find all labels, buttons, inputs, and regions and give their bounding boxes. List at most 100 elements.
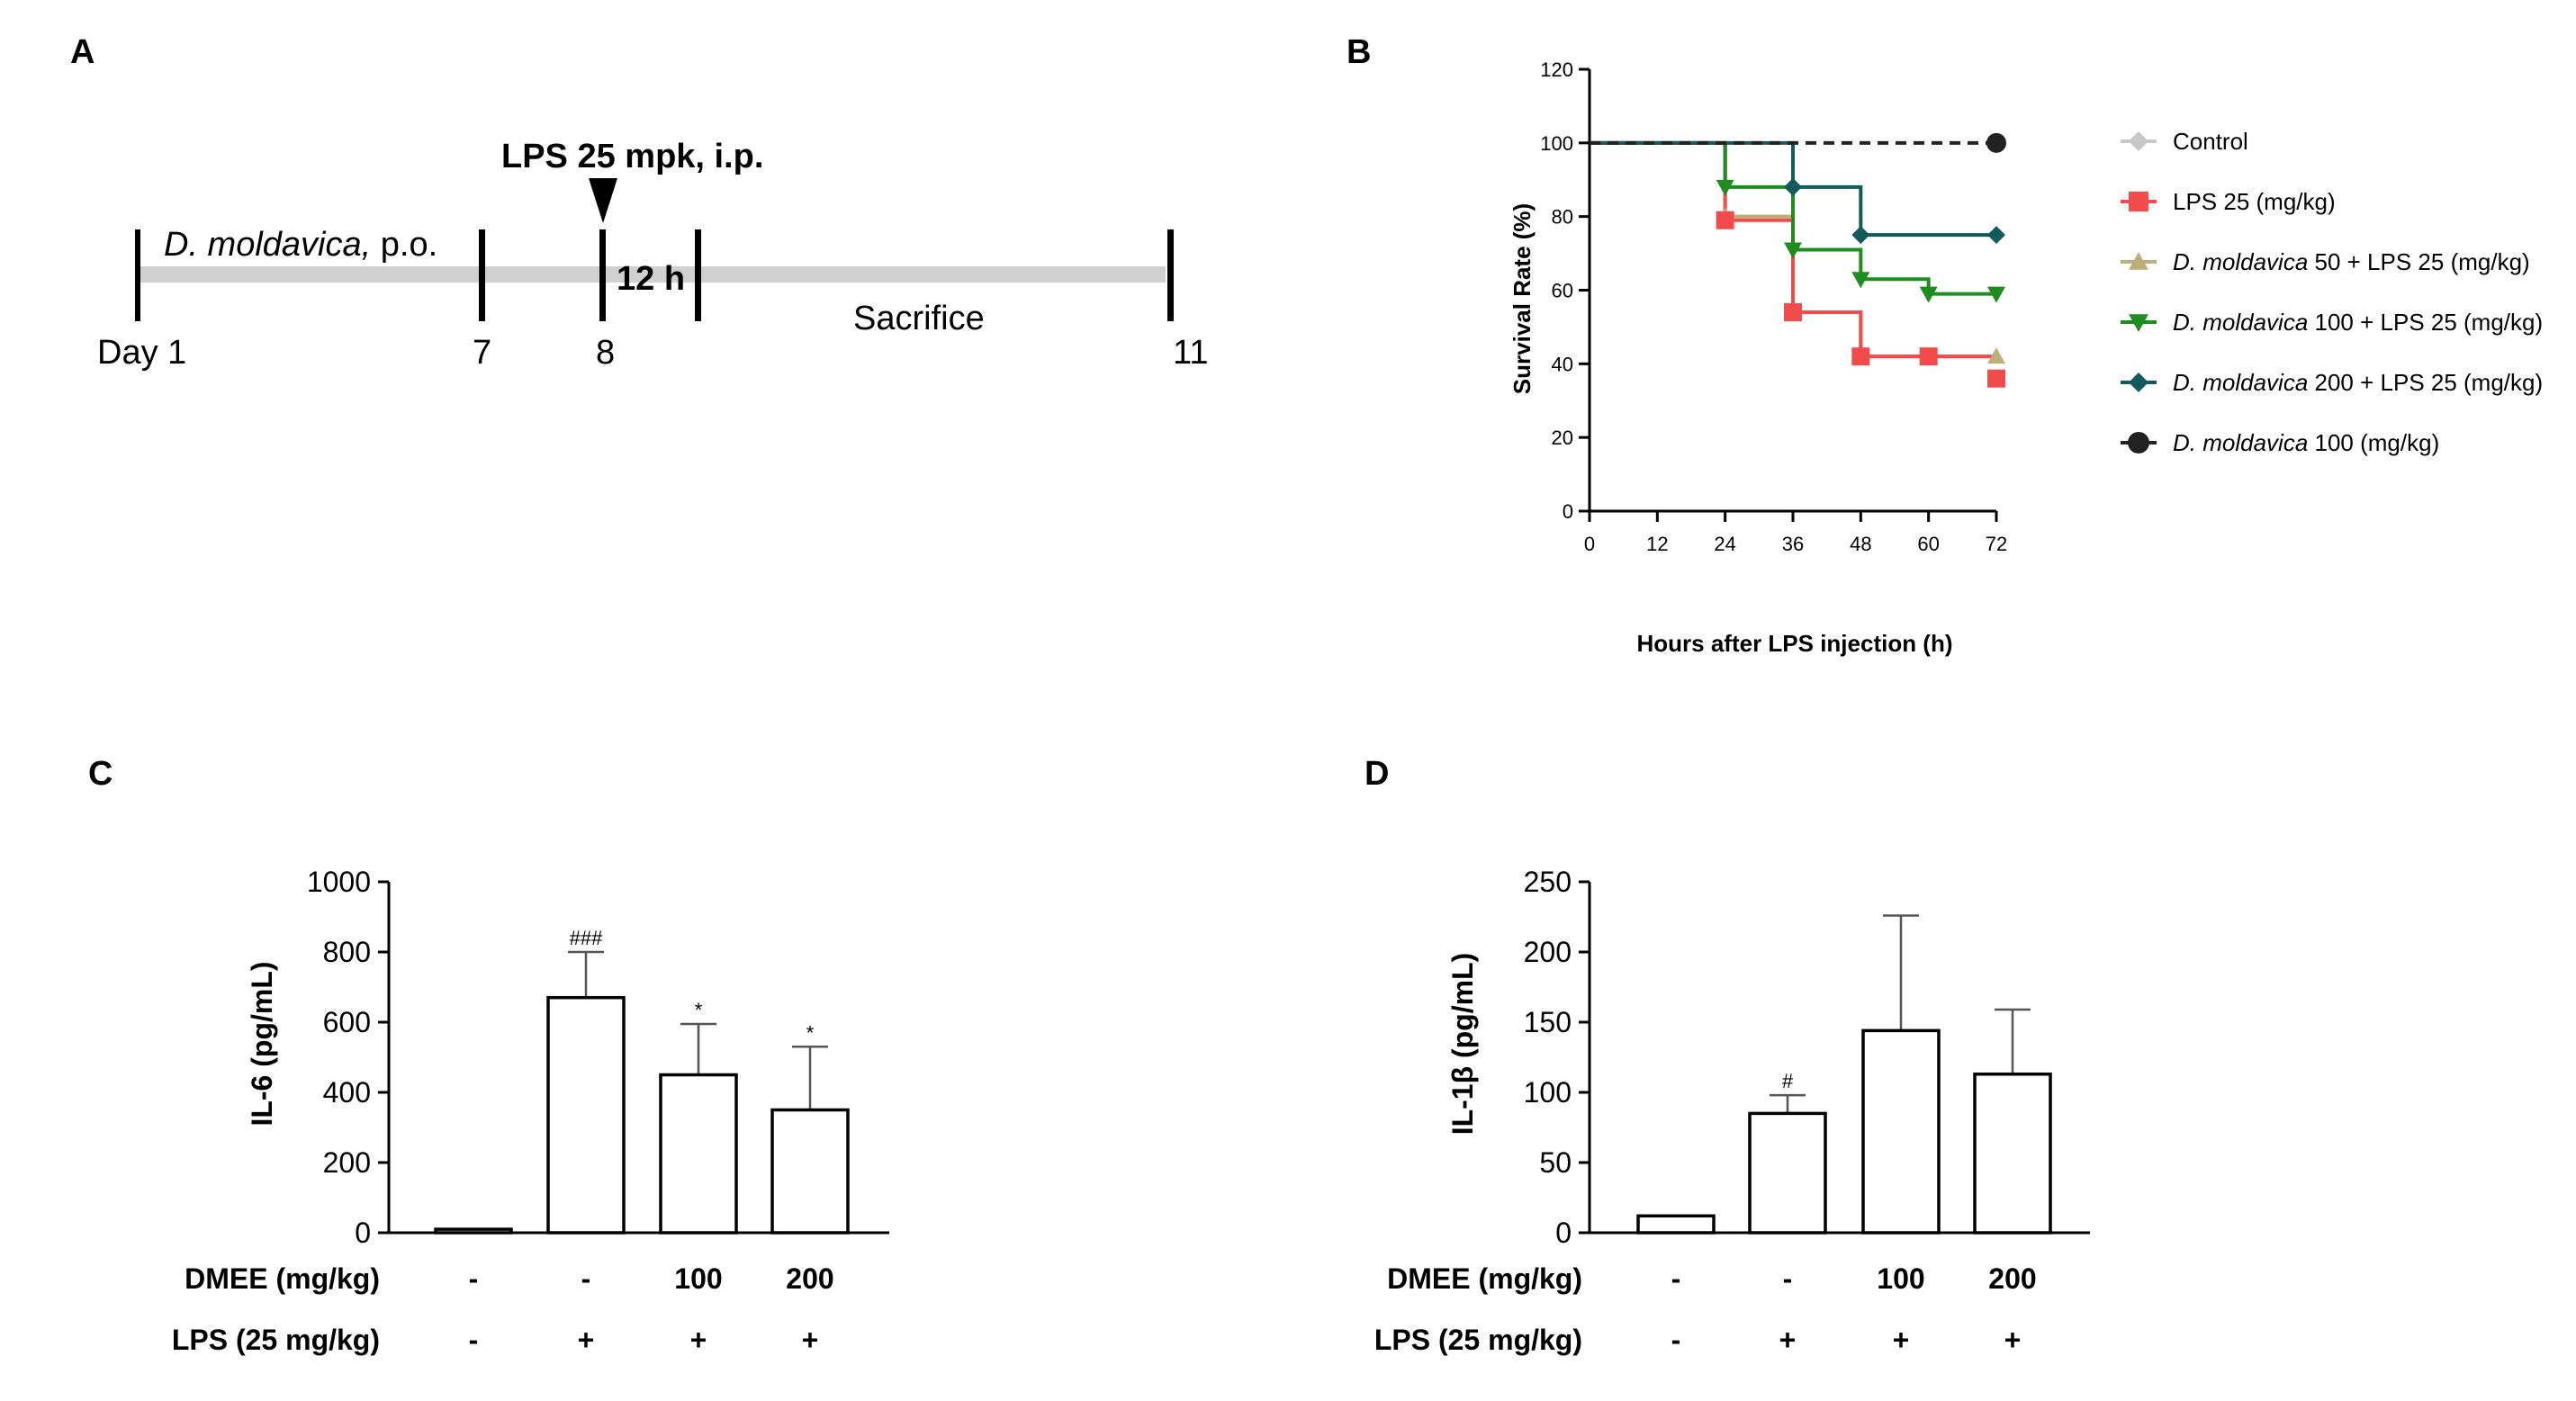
survival-x-tick-label: 12 — [1646, 533, 1668, 555]
lps-flag-label: - — [469, 1324, 479, 1356]
day-label-1: Day 1 — [97, 334, 186, 372]
il1b-condition-rows: - - - +100 +200 + — [1671, 1262, 2037, 1356]
survival-chart: 0 20 40 60 80 100 120 0 12 24 36 48 60 72 Survival Ra… — [1509, 58, 2543, 657]
bar — [770, 1108, 850, 1235]
interval-label: 12 h — [617, 260, 685, 298]
survival-y-tick-label: 100 — [1540, 132, 1573, 155]
legend-label-italic: D. moldavica — [2173, 429, 2308, 456]
lps-flag-label: + — [2004, 1324, 2022, 1356]
survival-y-tick-label: 40 — [1552, 353, 1573, 375]
dmee-dose-label: - — [1671, 1262, 1681, 1295]
survival-y-tick-label: 80 — [1552, 206, 1573, 229]
panel-label-d: D — [1365, 755, 1389, 793]
legend-label-italic: D. moldavica — [2173, 309, 2308, 336]
timeline-bar — [140, 266, 1166, 283]
significance-label: * — [695, 999, 703, 1021]
bar — [546, 995, 626, 1235]
lps-flag-label: + — [690, 1324, 707, 1356]
survival-markers — [1716, 132, 2006, 388]
survival-point-3 — [1851, 272, 1870, 289]
y-tick-label: 200 — [323, 1146, 371, 1179]
timeline-tick-day11 — [1167, 229, 1174, 321]
legend-label-text: 200 + LPS 25 (mg/kg) — [2308, 369, 2543, 396]
survival-legend: Control LPS 25 (mg/kg) D. moldavica 50 + L… — [2121, 128, 2543, 456]
survival-y-tick-label: 0 — [1563, 500, 1573, 523]
survival-x-tick-label: 24 — [1714, 533, 1735, 555]
survival-point-1 — [1851, 347, 1870, 366]
survival-x-tick-label: 48 — [1850, 533, 1871, 555]
survival-y-tick-label: 60 — [1552, 280, 1573, 302]
survival-point-2 — [1987, 347, 2005, 364]
il1b-bar-chart: 0 50 100 150 200 250 # IL-1β (pg/mL) DMEE (mg… — [1374, 866, 2090, 1356]
y-tick-label: 150 — [1524, 1006, 1572, 1038]
significance-label: ### — [570, 927, 603, 949]
il6-bar-chart: 0 200 400 600 800 1000 ### * * IL-6 (pg/mL) DME… — [172, 866, 889, 1356]
survival-point-3 — [1919, 286, 1938, 303]
lps-flag-label: - — [1671, 1324, 1681, 1356]
bar — [434, 1227, 513, 1235]
y-tick-label: 200 — [1524, 936, 1572, 968]
legend-label-text: 50 + LPS 25 (mg/kg) — [2308, 248, 2529, 275]
il1b-axes: 0 50 100 150 200 250 — [1524, 866, 2090, 1249]
survival-x-axis-title: Hours after LPS injection (h) — [1636, 630, 1952, 657]
bar — [1973, 1072, 2052, 1235]
survival-x-tick-label: 0 — [1584, 533, 1595, 555]
bar — [1636, 1214, 1716, 1235]
survival-x-tick-label: 36 — [1782, 533, 1804, 555]
legend-label: D. moldavica 200 + LPS 25 (mg/kg) — [2173, 369, 2543, 396]
survival-y-tick-label: 20 — [1552, 427, 1573, 449]
legend-marker-icon — [2129, 252, 2148, 270]
legend-entry-3: D. moldavica 100 + LPS 25 (mg/kg) — [2121, 309, 2543, 336]
legend-label: D. moldavica 100 (mg/kg) — [2173, 429, 2439, 456]
survival-point-3 — [1987, 286, 2005, 303]
dmee-dose-label: - — [469, 1262, 479, 1295]
dmee-dose-label: - — [581, 1262, 591, 1295]
y-tick-label: 100 — [1524, 1076, 1572, 1109]
legend-label-text: 100 (mg/kg) — [2308, 429, 2439, 456]
y-tick-label: 0 — [355, 1217, 371, 1249]
survival-line-3 — [1590, 140, 1996, 296]
dmee-dose-label: 100 — [674, 1262, 722, 1295]
sacrifice-label: Sacrifice — [853, 300, 985, 337]
legend-label-text: LPS 25 (mg/kg) — [2173, 188, 2336, 215]
y-tick-label: 800 — [323, 936, 371, 968]
legend-marker-icon — [2129, 131, 2148, 151]
survival-point-4 — [1987, 226, 2005, 245]
survival-point-4 — [1851, 226, 1870, 245]
timeline-tick-12h — [695, 229, 701, 321]
legend-entry-1: LPS 25 (mg/kg) — [2121, 188, 2336, 215]
legend-entry-0: Control — [2121, 128, 2248, 155]
survival-point-4 — [1784, 177, 1802, 196]
lps-flag-label: + — [578, 1324, 595, 1356]
survival-point-3 — [1716, 179, 1734, 196]
legend-label-text: 100 + LPS 25 (mg/kg) — [2308, 309, 2543, 336]
timeline-tick-day8 — [599, 229, 606, 321]
y-tick-label: 600 — [323, 1006, 371, 1038]
bar — [659, 1073, 738, 1235]
dmee-dose-label: 100 — [1877, 1262, 1924, 1295]
legend-marker-icon — [2129, 192, 2148, 211]
y-tick-label: 250 — [1524, 866, 1572, 898]
treatment-label-rest: p.o. — [371, 226, 437, 264]
survival-y-tick-label: 120 — [1540, 58, 1573, 81]
il6-dmee-row-label: DMEE (mg/kg) — [185, 1262, 380, 1295]
il6-y-axis-title: IL-6 (pg/mL) — [246, 961, 278, 1126]
timeline-tick-day7 — [479, 229, 485, 321]
injection-arrow-icon — [589, 178, 617, 223]
y-tick-label: 0 — [1555, 1217, 1572, 1249]
il6-bars: ### * * — [434, 927, 850, 1235]
dmee-dose-label: 200 — [1988, 1262, 2036, 1295]
survival-x-tick-label: 72 — [1986, 533, 2007, 555]
significance-label: * — [806, 1021, 815, 1044]
panel-label-b: B — [1347, 33, 1371, 71]
il1b-y-axis-title: IL-1β (pg/mL) — [1446, 953, 1479, 1136]
timeline-diagram: LPS 25 mpk, i.p. D. moldavica, p.o. 12 h… — [97, 138, 1208, 372]
legend-marker-icon — [2129, 314, 2148, 332]
survival-x-tick-label: 60 — [1917, 533, 1939, 555]
il6-lps-row-label: LPS (25 mg/kg) — [172, 1324, 380, 1356]
survival-point-5 — [1986, 132, 2006, 153]
lps-flag-label: + — [1779, 1324, 1797, 1356]
injection-label: LPS 25 mpk, i.p. — [501, 138, 763, 175]
dmee-dose-label: - — [1783, 1262, 1793, 1295]
